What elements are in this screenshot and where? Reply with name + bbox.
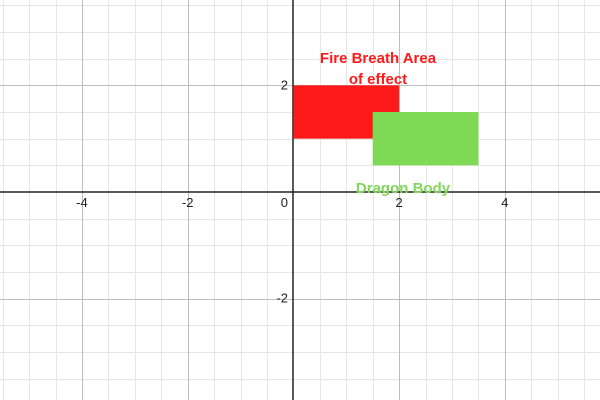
x-tick-label: -4: [76, 195, 88, 210]
fire-breath-label-line2: of effect: [349, 71, 407, 88]
fire-breath-label-line1: Fire Breath Area: [320, 50, 437, 67]
dragon-body-label: Dragon Body: [356, 180, 451, 197]
x-tick-label: 4: [501, 195, 508, 210]
shape-layer: [293, 85, 479, 166]
y-tick-label: 2: [281, 77, 288, 92]
y-tick-label: -2: [276, 291, 288, 306]
dragon-body-rect: [372, 112, 479, 166]
x-tick-label: -2: [182, 195, 194, 210]
x-tick-label: 2: [396, 195, 403, 210]
x-tick-label: 0: [281, 195, 288, 210]
tick-labels: -4 -2 0 2 4 2 -2: [76, 77, 508, 305]
